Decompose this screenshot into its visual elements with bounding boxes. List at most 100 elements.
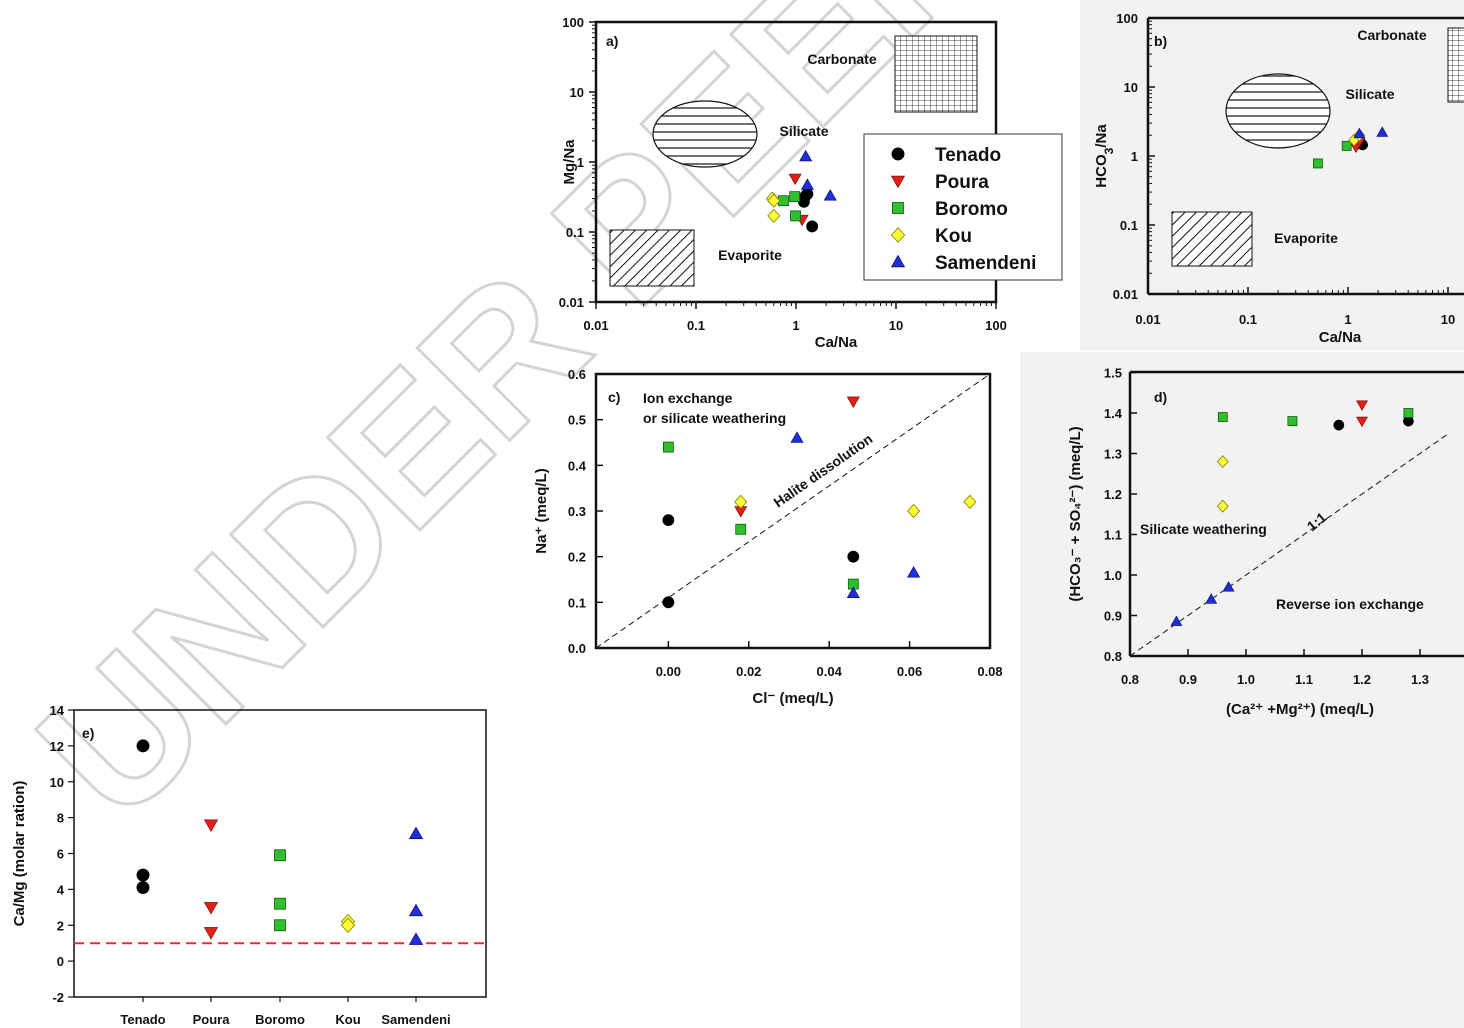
- marker-boromo-1: [1341, 141, 1352, 151]
- marker-samendeni-legend: [890, 254, 906, 268]
- legend-entry-samendeni: Samendeni: [935, 253, 1036, 274]
- chart-panel-d: 0.8 0.9 1.0 1.1 1.2 1.3 0.8 0.9 1.0 1.1 1.2 1.3 1.4 1…: [1067, 366, 1464, 718]
- y-tick-label-b: 100: [1116, 11, 1138, 26]
- x-tick-label-a: 10: [889, 318, 903, 333]
- y-tick-label-d: 1.3: [1104, 447, 1122, 462]
- marker-samendeni-1: [800, 178, 814, 190]
- chart-panel-b: 0.01 0.1 1 10 0.01 0.1 1 10 100 Ca/Na HCO3/Na b) Car…: [1093, 11, 1464, 346]
- evaporite-region-a: [609, 229, 695, 287]
- y-tick-label-e: 6: [57, 847, 64, 862]
- y-tick-label-e: 12: [50, 739, 64, 754]
- panel-label-d: d): [1154, 389, 1167, 405]
- silicate-region-b: [1225, 73, 1331, 149]
- annotation-one-to-one: 1:1: [1304, 509, 1330, 534]
- y-tick-label-c: 0.6: [568, 367, 586, 382]
- marker-boromo-1: [735, 523, 747, 535]
- region-label-silicate-b: Silicate: [1345, 86, 1394, 102]
- marker-poura-1: [1356, 416, 1368, 428]
- marker-kou-0: [1216, 455, 1229, 469]
- background-panel-top-right: [1080, 0, 1464, 350]
- marker-poura-1: [203, 902, 219, 915]
- x-tick-label-c: 0.00: [656, 664, 681, 679]
- y-tick-label-a: 100: [562, 15, 584, 30]
- y-tick-label-d: 1.4: [1104, 406, 1123, 421]
- panel-label-c: c): [608, 389, 620, 405]
- y-axis-label-d: (HCO₃⁻ + SO₄²⁻) (meq/L): [1067, 426, 1084, 601]
- legend-entry-kou: Kou: [935, 226, 972, 247]
- chart-panel-e: -2 0 2 4 6 8 10 12 14 Tenado Poura Boromo Kou Samende…: [11, 703, 487, 1027]
- marker-tenado-3: [806, 220, 819, 233]
- marker-boromo-0: [662, 441, 674, 453]
- x-tick-label-d: 1.1: [1295, 672, 1313, 687]
- marker-poura-0: [1356, 400, 1368, 411]
- carbonate-region-a: [894, 35, 978, 113]
- y-tick-label-e: 0: [57, 954, 64, 969]
- x-tick-label-c: 0.04: [817, 664, 843, 679]
- y-tick-label-a: 0.1: [566, 225, 584, 240]
- y-tick-label-d: 1.5: [1104, 366, 1122, 381]
- annotation-ion-exchange: Ion exchange: [643, 390, 733, 406]
- marker-samendeni-0: [1170, 615, 1183, 626]
- x-tick-label-a: 100: [985, 318, 1007, 333]
- y-tick-label-d: 0.8: [1104, 649, 1122, 664]
- marker-samendeni-2: [907, 566, 921, 578]
- marker-tenado-2: [136, 881, 150, 895]
- panel-d-content: 0.8 0.9 1.0 1.1 1.2 1.3 0.8 0.9 1.0 1.1 1.2 1.3 1.4 1…: [1067, 366, 1464, 718]
- marker-boromo-0: [1312, 158, 1323, 169]
- y-tick-label-d: 1.2: [1104, 487, 1122, 502]
- background-panel-bottom-right: [1020, 352, 1464, 1028]
- y-tick-label-a: 0.01: [559, 295, 584, 310]
- y-tick-label-c: 0.1: [568, 595, 586, 610]
- x-axis-label-d: (Ca²⁺ +Mg²⁺) (meq/L): [1226, 701, 1374, 718]
- marker-samendeni-0: [799, 149, 813, 162]
- y-tick-label-c: 0.4: [568, 458, 587, 473]
- marker-samendeni-1: [1205, 593, 1218, 604]
- x-tick-label-a: 0.1: [687, 318, 705, 333]
- y-tick-label-d: 1.1: [1104, 528, 1122, 543]
- x-tick-label-b: 0.1: [1239, 312, 1257, 327]
- y-tick-label-c: 0.5: [568, 413, 586, 428]
- annotation-halite-dissolution: Halite dissolution: [771, 430, 876, 510]
- one-to-one-line: [1129, 432, 1450, 657]
- y-axis-label-b: HCO3/Na: [1093, 124, 1116, 188]
- x-tick-label-a: 0.01: [583, 318, 608, 333]
- legend-entry-boromo: Boromo: [935, 199, 1008, 220]
- y-tick-label-b: 0.1: [1120, 218, 1138, 233]
- marker-tenado-0: [1333, 419, 1345, 431]
- marker-samendeni-2: [408, 932, 424, 945]
- region-label-carbonate-b: Carbonate: [1357, 27, 1426, 43]
- marker-tenado-1: [136, 868, 150, 882]
- y-tick-label-b: 1: [1131, 149, 1138, 164]
- legend-entry-tenado: Tenado: [935, 145, 1001, 166]
- marker-kou-2: [767, 208, 781, 223]
- marker-poura-2: [203, 927, 219, 940]
- marker-boromo-1: [1287, 416, 1298, 427]
- marker-kou-0: [734, 494, 748, 509]
- marker-kou-legend: [890, 227, 906, 243]
- marker-poura-legend: [890, 175, 906, 189]
- marker-tenado-2: [801, 188, 814, 200]
- y-tick-label-e: -2: [52, 990, 64, 1005]
- category-label-samendeni: Samendeni: [381, 1012, 450, 1027]
- x-tick-label-a: 1: [792, 318, 799, 333]
- marker-poura-0: [203, 819, 219, 833]
- x-tick-label-b: 0.01: [1135, 312, 1160, 327]
- x-tick-label-c: 0.02: [736, 664, 761, 679]
- marker-samendeni-1: [846, 586, 860, 599]
- category-label-kou: Kou: [335, 1012, 360, 1027]
- x-tick-label-c: 0.06: [897, 664, 922, 679]
- carbonate-region-b: [1447, 27, 1464, 103]
- legend-entry-poura: Poura: [935, 172, 989, 193]
- x-tick-label-d: 1.2: [1353, 672, 1371, 687]
- x-tick-label-d: 1.3: [1411, 672, 1429, 687]
- x-tick-label-b: 1: [1344, 312, 1351, 327]
- x-axis-label-c: Cl⁻ (meq/L): [752, 690, 833, 707]
- y-tick-label-e: 14: [50, 703, 65, 718]
- y-tick-label-a: 1: [577, 155, 584, 170]
- region-label-evaporite-a: Evaporite: [718, 247, 782, 263]
- y-tick-label-d: 0.9: [1104, 609, 1122, 624]
- y-axis-label-c: Na⁺ (meq/L): [533, 468, 550, 553]
- marker-boromo-2: [1403, 408, 1414, 418]
- annotation-reverse-ion-exchange: Reverse ion exchange: [1276, 596, 1424, 612]
- annotation-silicate-weathering: or silicate weathering: [643, 410, 786, 426]
